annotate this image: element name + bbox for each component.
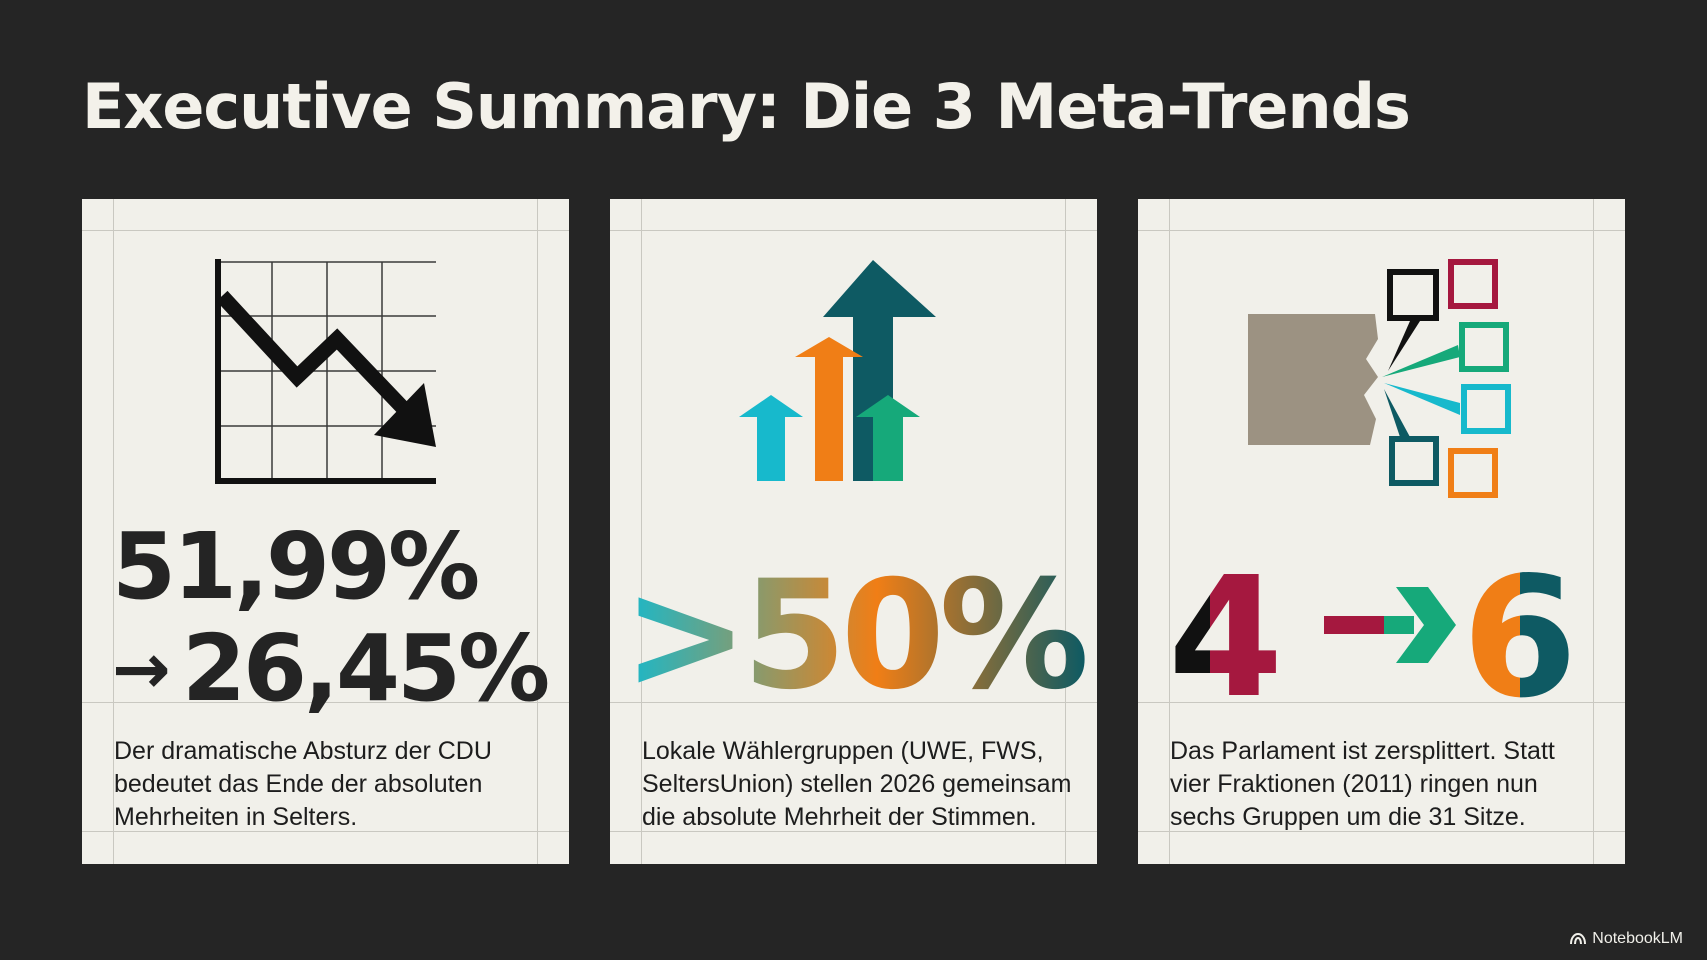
- grid-line: [1065, 199, 1066, 864]
- grid-line: [1169, 199, 1170, 864]
- slide-title: Executive Summary: Die 3 Meta-Trends: [82, 70, 1411, 143]
- grid-line: [82, 230, 569, 231]
- grid-line: [610, 702, 1097, 703]
- fragmentation-icon: [1248, 259, 1511, 498]
- grid-line: [1138, 831, 1625, 832]
- stat-fraction-count: 4 4 6 6: [1168, 542, 1578, 719]
- card-local-groups: >50% Lokale Wählergruppen (UWE, FWS, Sel…: [610, 199, 1097, 864]
- logo-text: NotebookLM: [1592, 930, 1683, 947]
- card-cdu-decline: 51,99% → 26,45% Der dramatische Absturz …: [82, 199, 569, 864]
- falling-line-chart-icon: [215, 259, 436, 484]
- grid-line: [641, 199, 642, 864]
- grid-line: [610, 230, 1097, 231]
- stat-after: 26,45%: [182, 615, 550, 722]
- notebooklm-icon: [1570, 933, 1587, 945]
- grid-line: [610, 831, 1097, 832]
- card-description: Das Parlament ist zersplittert. Statt vi…: [1170, 737, 1555, 831]
- stat-fraction-after: 6: [1462, 542, 1578, 719]
- grid-line: [1138, 230, 1625, 231]
- grid-line: [82, 831, 569, 832]
- grid-line: [1593, 199, 1594, 864]
- stat-before: 51,99%: [112, 513, 480, 620]
- arrow-right-icon: [1324, 587, 1456, 663]
- arrow-right-icon: →: [112, 628, 171, 710]
- grid-line: [1138, 702, 1625, 703]
- rising-arrows-icon: [739, 260, 936, 481]
- card-fragmentation: 4 4 6 6 Das Parlament ist zersplittert. …: [1138, 199, 1625, 864]
- grid-line: [537, 199, 538, 864]
- stat-fraction-before: 4: [1168, 542, 1284, 719]
- grid-line: [82, 702, 569, 703]
- grid-line: [113, 199, 114, 864]
- stat-fraction-after-accent: 6: [1462, 542, 1578, 719]
- card-description: Lokale Wählergruppen (UWE, FWS, SeltersU…: [642, 737, 1072, 831]
- stat-majority-text: >50%: [623, 549, 1085, 719]
- stat-fraction-before-accent: 4: [1168, 542, 1284, 719]
- stat-majority: >50%: [623, 549, 1091, 719]
- notebooklm-logo: NotebookLM: [1570, 930, 1683, 948]
- card-description: Der dramatische Absturz der CDU bedeutet…: [114, 737, 492, 831]
